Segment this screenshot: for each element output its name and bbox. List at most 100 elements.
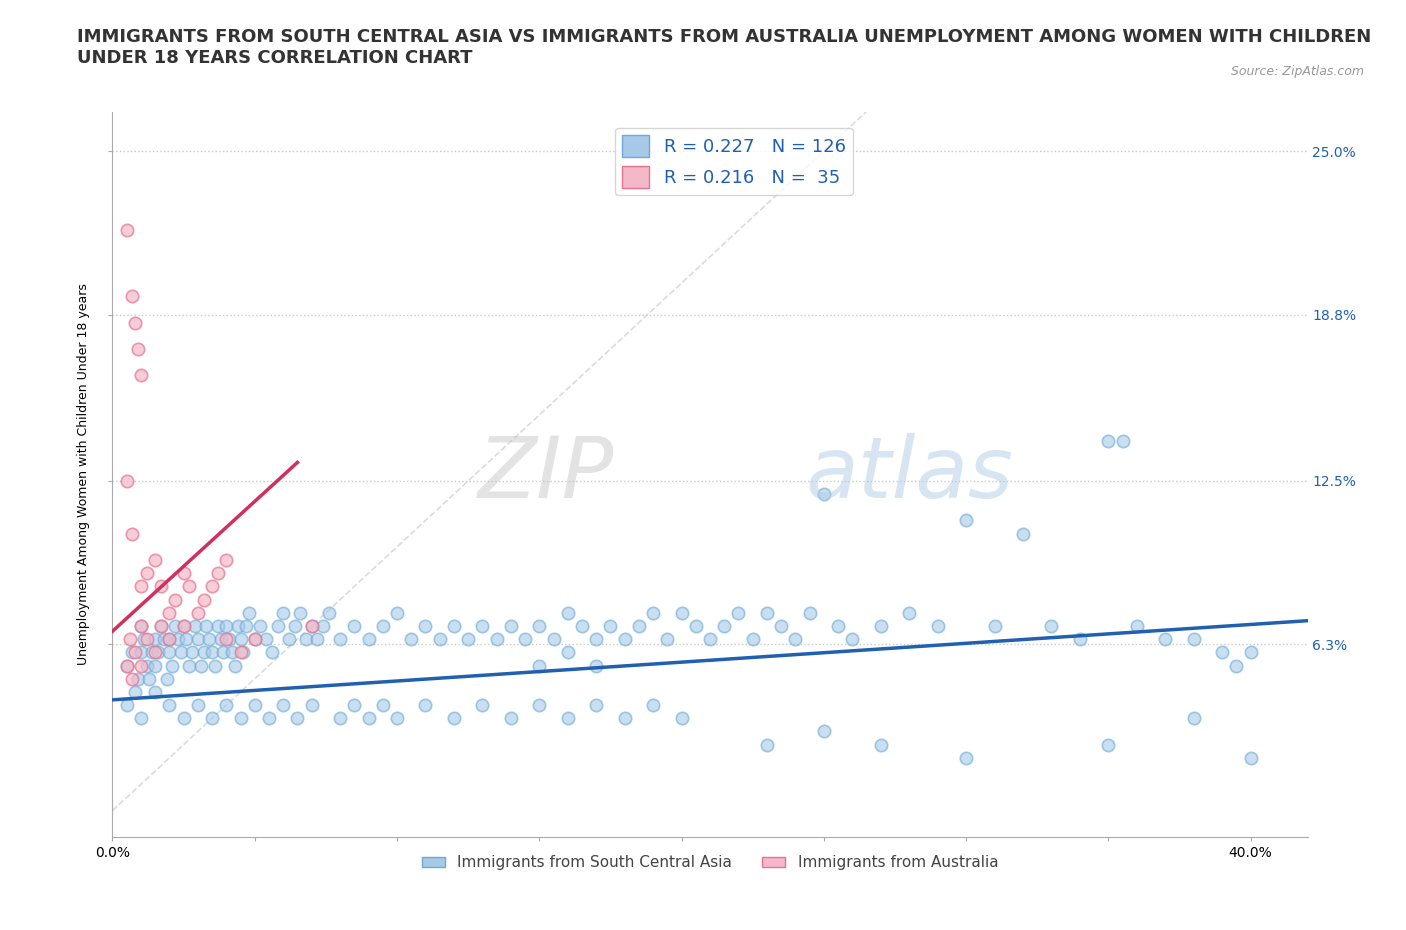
Point xyxy=(184,618,207,633)
Point xyxy=(162,658,183,673)
Point xyxy=(1097,434,1119,449)
Point xyxy=(371,698,394,712)
Point xyxy=(401,631,423,646)
Point xyxy=(229,631,252,646)
Point xyxy=(218,631,240,646)
Point xyxy=(271,605,294,620)
Point xyxy=(124,315,146,330)
Point xyxy=(121,644,143,659)
Point xyxy=(221,644,243,659)
Point xyxy=(983,618,1005,633)
Point xyxy=(187,605,209,620)
Point xyxy=(529,658,551,673)
Point xyxy=(471,698,494,712)
Point xyxy=(215,552,238,567)
Y-axis label: Unemployment Among Women with Children Under 18 years: Unemployment Among Women with Children U… xyxy=(76,284,90,665)
Point xyxy=(229,711,252,725)
Point xyxy=(129,618,152,633)
Point xyxy=(385,711,408,725)
Point xyxy=(471,618,494,633)
Point xyxy=(226,618,249,633)
Point xyxy=(135,631,157,646)
Point xyxy=(329,711,352,725)
Point xyxy=(307,631,329,646)
Point xyxy=(260,644,283,659)
Point xyxy=(129,644,152,659)
Point xyxy=(357,631,380,646)
Point xyxy=(443,711,465,725)
Point xyxy=(157,631,180,646)
Point xyxy=(135,658,157,673)
Point xyxy=(173,565,195,580)
Point xyxy=(143,552,166,567)
Point xyxy=(170,644,193,659)
Point xyxy=(671,605,693,620)
Point xyxy=(312,618,335,633)
Point xyxy=(277,631,299,646)
Point xyxy=(741,631,763,646)
Point xyxy=(115,658,138,673)
Point xyxy=(121,526,143,541)
Point xyxy=(1211,644,1233,659)
Point xyxy=(179,658,201,673)
Point xyxy=(813,724,835,739)
Point xyxy=(529,698,551,712)
Point xyxy=(699,631,721,646)
Point xyxy=(129,658,152,673)
Point xyxy=(190,658,212,673)
Point xyxy=(585,631,607,646)
Point xyxy=(329,631,352,646)
Point xyxy=(129,618,152,633)
Point xyxy=(599,618,621,633)
Point xyxy=(124,644,146,659)
Point xyxy=(129,579,152,594)
Point xyxy=(124,684,146,699)
Point xyxy=(115,223,138,238)
Point xyxy=(271,698,294,712)
Point xyxy=(1097,737,1119,752)
Point xyxy=(557,644,579,659)
Point xyxy=(195,618,218,633)
Point xyxy=(201,579,224,594)
Point xyxy=(215,618,238,633)
Point xyxy=(1111,434,1133,449)
Point xyxy=(443,618,465,633)
Point xyxy=(357,711,380,725)
Point xyxy=(685,618,707,633)
Point xyxy=(209,631,232,646)
Point xyxy=(181,644,204,659)
Point xyxy=(127,671,149,686)
Point xyxy=(643,605,665,620)
Point xyxy=(301,618,323,633)
Point xyxy=(343,618,366,633)
Point xyxy=(557,711,579,725)
Point xyxy=(1040,618,1063,633)
Point xyxy=(955,513,977,528)
Point xyxy=(585,658,607,673)
Text: atlas: atlas xyxy=(806,432,1014,516)
Point xyxy=(613,711,636,725)
Point xyxy=(1182,711,1205,725)
Point xyxy=(229,644,252,659)
Point xyxy=(457,631,479,646)
Point xyxy=(198,631,221,646)
Point xyxy=(254,631,277,646)
Point xyxy=(127,341,149,356)
Point xyxy=(284,618,307,633)
Point xyxy=(1154,631,1177,646)
Point xyxy=(243,698,266,712)
Point xyxy=(157,698,180,712)
Point xyxy=(146,644,169,659)
Point xyxy=(149,618,172,633)
Point xyxy=(657,631,679,646)
Point xyxy=(585,698,607,712)
Point xyxy=(212,644,235,659)
Point xyxy=(207,565,229,580)
Point xyxy=(1240,751,1263,765)
Point xyxy=(627,618,650,633)
Point xyxy=(243,631,266,646)
Point xyxy=(165,618,187,633)
Point xyxy=(415,698,437,712)
Point xyxy=(529,618,551,633)
Point xyxy=(215,631,238,646)
